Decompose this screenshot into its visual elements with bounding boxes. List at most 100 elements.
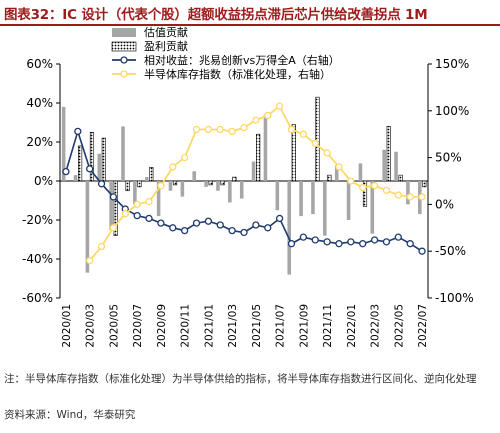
relative-return-point [287, 240, 296, 248]
valuation-bar [192, 171, 197, 181]
valuation-bar [394, 151, 398, 181]
earnings-bar [113, 180, 118, 236]
right-tick-label: 100% [435, 104, 469, 118]
valuation-bar [239, 181, 244, 199]
earnings-bar [172, 180, 178, 186]
valuation-bar [299, 181, 303, 217]
earnings-bar [315, 96, 320, 182]
valuation-bar [204, 181, 208, 187]
x-tick-label: 2020/03 [85, 304, 97, 348]
source-note: 资料来源：Wind，华泰研究 [4, 409, 136, 421]
earnings-bar [232, 176, 237, 182]
x-tick-label: 2020/11 [180, 304, 192, 348]
earnings-bar [422, 180, 427, 188]
inventory-index-point [370, 182, 379, 190]
x-tick-label: 2022/05 [393, 304, 405, 348]
relative-return-point [323, 238, 331, 246]
earnings-bar [78, 145, 83, 182]
legend-swatch-1 [111, 41, 137, 52]
valuation-bar [133, 181, 137, 205]
valuation-bar [382, 149, 386, 181]
inventory-index-point [133, 200, 141, 209]
valuation-bar [323, 181, 327, 236]
relative-return-point [347, 238, 355, 246]
valuation-bar [85, 181, 90, 273]
x-tick-label: 2022/01 [346, 304, 358, 348]
inventory-index-point [418, 193, 426, 201]
inventory-index-point [264, 111, 272, 120]
valuation-bar [168, 181, 173, 191]
earnings-bar [220, 180, 225, 186]
figure-title-bar: 图表32：IC 设计（代表个股）超额收益拐点滞后芯片供给改善拐点 1M [0, 0, 500, 26]
right-tick-label: 150% [435, 57, 469, 71]
relative-return-point [204, 217, 213, 225]
relative-return-point [180, 226, 189, 235]
inventory-index-point [240, 123, 248, 132]
earnings-bar [137, 180, 142, 188]
relative-return-point [109, 193, 118, 201]
x-tick-label: 2020/05 [108, 304, 120, 348]
left-tick-label: -60% [22, 291, 53, 305]
relative-return-point [275, 214, 284, 223]
valuation-bar [73, 175, 78, 181]
x-tick-label: 2020/09 [156, 304, 168, 348]
valuation-bar [275, 181, 280, 211]
legend-label-0: 估值贡献 [144, 26, 188, 39]
relative-return-point [252, 221, 260, 229]
earnings-bar [89, 131, 95, 182]
inventory-index-point [109, 224, 118, 232]
valuation-bar [334, 165, 339, 181]
valuation-bar [61, 106, 66, 181]
inventory-index-point [394, 191, 402, 199]
legend-marker-3 [120, 70, 128, 78]
legend-label-3: 半导体库存指数（标准化处理，右轴） [144, 67, 331, 81]
x-tick-label: 2021/01 [203, 304, 215, 348]
inventory-index-point [86, 256, 94, 265]
inventory-index-point [347, 177, 355, 185]
plot-area: -60% -40% -20% 0% 20% 40% 60% -100% -50% 0% 50% 100… [22, 57, 474, 348]
earnings-bar [327, 174, 332, 182]
earnings-bar [291, 124, 296, 182]
earnings-bar [398, 174, 403, 182]
right-tick-label: 0% [435, 197, 454, 211]
valuation-bar [251, 161, 256, 181]
relative-return-point [299, 233, 308, 241]
inventory-index-point [121, 210, 129, 218]
legend-swatch-0 [112, 28, 136, 37]
relative-return-point [145, 214, 153, 223]
valuation-bar [228, 181, 232, 203]
legend-label-2: 相对收益：兆易创新vs万得全A（右轴） [144, 53, 340, 67]
right-tick-label: -100% [435, 291, 474, 305]
relative-return-point [74, 127, 82, 136]
valuation-bar [370, 181, 375, 234]
inventory-index-point [192, 125, 201, 134]
inventory-index-point [216, 125, 224, 134]
relative-return-point [169, 224, 177, 232]
right-tick-label: 50% [435, 151, 462, 165]
left-tick-label: -20% [22, 213, 53, 227]
left-tick-label: 60% [26, 57, 53, 71]
inventory-index-point [204, 125, 213, 134]
inventory-index-point [382, 186, 391, 195]
relative-return-point [359, 240, 367, 248]
chart-canvas: 估值贡献盈利贡献相对收益：兆易创新vs万得全A（右轴）半导体库存指数（标准化处理… [22, 26, 474, 348]
inventory-index-point [323, 149, 331, 157]
valuation-bar [109, 181, 113, 230]
relative-return-point [192, 219, 201, 227]
relative-return-point [228, 226, 236, 235]
inventory-index-point [180, 153, 189, 162]
valuation-bar [180, 181, 185, 197]
inventory-index-point [406, 193, 414, 201]
relative-return-point [394, 233, 402, 241]
valuation-bar [406, 181, 410, 205]
relative-return-point [97, 180, 106, 188]
left-tick-label: 20% [26, 135, 53, 149]
inventory-index-point [145, 197, 153, 206]
left-tick-label: -40% [22, 252, 53, 266]
x-tick-label: 2021/03 [227, 304, 239, 348]
valuation-bar [311, 181, 315, 215]
inventory-index-point [228, 127, 236, 136]
relative-return-point [418, 247, 426, 255]
valuation-bar [156, 181, 161, 217]
relative-return-point [382, 238, 391, 246]
